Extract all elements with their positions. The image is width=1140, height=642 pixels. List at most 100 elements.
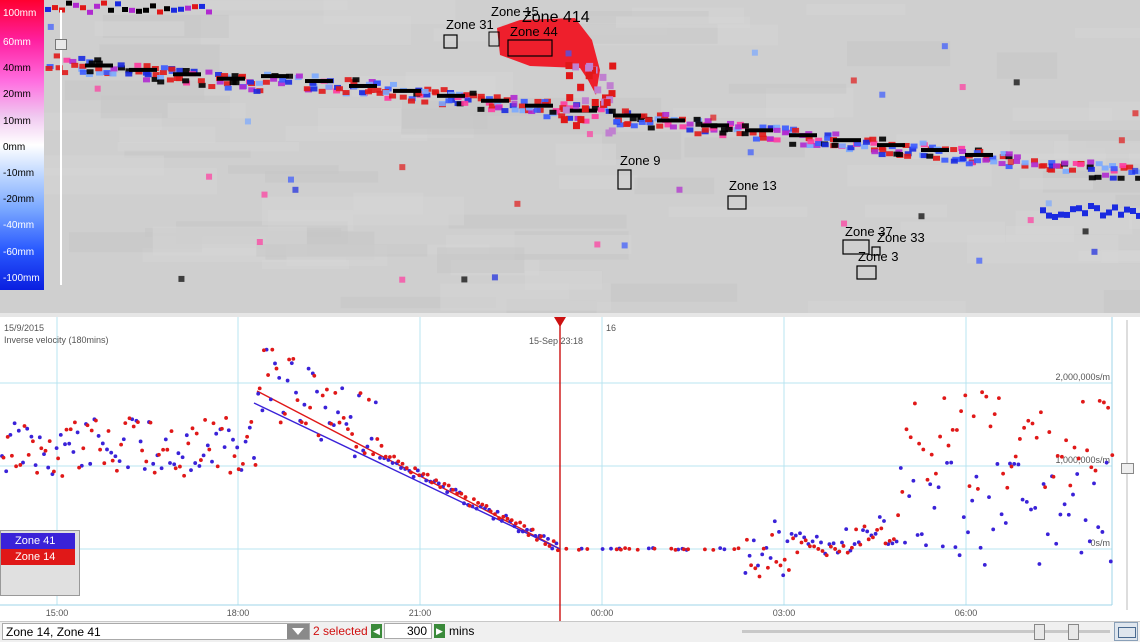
zone-marker[interactable] bbox=[842, 239, 870, 255]
series-legend[interactable]: Zone 41 Zone 14 bbox=[0, 530, 80, 596]
time-series-chart[interactable]: 15:00 18:00 21:00 00:00 03:00 06:00 2,000,000s… bbox=[0, 317, 1140, 621]
data-point bbox=[294, 390, 298, 395]
data-point bbox=[497, 516, 501, 521]
data-point bbox=[4, 469, 9, 474]
data-point bbox=[1009, 464, 1014, 469]
data-point bbox=[1096, 525, 1101, 530]
data-point bbox=[350, 432, 354, 436]
data-point bbox=[778, 563, 783, 568]
zone-marker[interactable] bbox=[443, 34, 458, 49]
data-point bbox=[1022, 425, 1026, 430]
opacity-slider-knob[interactable] bbox=[55, 39, 67, 50]
zone-label[interactable]: Zone 31 bbox=[446, 17, 494, 32]
zone-selector[interactable]: Zone 14, Zone 41 bbox=[2, 623, 310, 640]
panel-divider[interactable] bbox=[0, 313, 1140, 317]
zone-label[interactable]: Zone 37 bbox=[845, 224, 893, 239]
data-point bbox=[415, 468, 420, 473]
zone-label[interactable]: Zone 3 bbox=[858, 249, 898, 264]
data-point bbox=[197, 464, 202, 468]
data-point bbox=[525, 527, 529, 532]
zone-label[interactable]: Zone 33 bbox=[877, 230, 925, 245]
data-point bbox=[148, 420, 153, 425]
legend-item-zone-41[interactable]: Zone 41 bbox=[1, 533, 75, 549]
data-point bbox=[207, 447, 212, 452]
chevron-down-icon[interactable] bbox=[287, 624, 309, 639]
vertical-zoom-slider[interactable] bbox=[1120, 320, 1134, 610]
data-point bbox=[1093, 468, 1098, 473]
scale-gradient bbox=[0, 0, 44, 290]
chart-view-icon[interactable] bbox=[1114, 622, 1138, 641]
data-point bbox=[344, 422, 349, 426]
data-point bbox=[795, 550, 800, 555]
radar-map[interactable]: Zone 15 Zone 414 Zone 31 Zone 44 Zone 9 Zone … bbox=[0, 0, 1140, 313]
data-point bbox=[1110, 453, 1115, 457]
time-cursor-handle[interactable] bbox=[554, 317, 566, 327]
data-point bbox=[459, 491, 464, 496]
data-point bbox=[98, 447, 102, 452]
data-point bbox=[614, 547, 619, 552]
data-point bbox=[814, 534, 819, 539]
data-point bbox=[14, 464, 18, 469]
data-point bbox=[1026, 418, 1031, 423]
data-point bbox=[75, 430, 80, 435]
data-point bbox=[938, 434, 942, 439]
data-point bbox=[106, 429, 111, 433]
data-point bbox=[488, 509, 493, 514]
minutes-input[interactable]: 300 bbox=[384, 623, 432, 639]
data-point bbox=[1024, 499, 1029, 504]
data-point bbox=[136, 420, 140, 425]
data-point bbox=[252, 456, 256, 460]
zone-label[interactable]: Zone 13 bbox=[729, 178, 777, 193]
legend-item-zone-14[interactable]: Zone 14 bbox=[1, 549, 75, 565]
data-point bbox=[205, 443, 210, 448]
data-point bbox=[1013, 454, 1018, 459]
zone-label[interactable]: Zone 44 bbox=[510, 24, 558, 39]
data-point bbox=[126, 465, 130, 470]
data-point bbox=[26, 452, 31, 457]
zone-marker[interactable] bbox=[727, 195, 747, 210]
data-point bbox=[756, 563, 760, 568]
data-point bbox=[194, 431, 199, 436]
data-point bbox=[226, 428, 231, 433]
data-point bbox=[865, 529, 870, 534]
increment-minutes-button[interactable]: ▶ bbox=[434, 624, 445, 638]
data-point bbox=[984, 394, 989, 399]
zone-label[interactable]: Zone 9 bbox=[620, 153, 660, 168]
data-point bbox=[520, 529, 525, 534]
data-point bbox=[1079, 550, 1084, 555]
zone-marker[interactable] bbox=[856, 265, 877, 280]
data-point bbox=[289, 361, 294, 366]
chart-plot[interactable]: 15:00 18:00 21:00 00:00 03:00 06:00 2,000,000s… bbox=[0, 317, 1140, 621]
vertical-slider-knob[interactable] bbox=[1121, 463, 1134, 474]
data-point bbox=[273, 361, 277, 366]
data-point bbox=[346, 427, 350, 431]
zone-label[interactable]: Zone 15 bbox=[491, 4, 539, 19]
zone-marker[interactable] bbox=[871, 246, 881, 256]
data-point bbox=[214, 431, 219, 436]
data-point bbox=[96, 434, 101, 438]
data-point bbox=[802, 535, 807, 540]
decrement-minutes-button[interactable]: ◀ bbox=[371, 624, 382, 638]
range-end-handle[interactable] bbox=[1068, 624, 1079, 640]
data-point bbox=[743, 571, 748, 575]
data-point bbox=[945, 460, 949, 465]
data-point bbox=[703, 547, 707, 552]
data-point bbox=[340, 386, 345, 391]
data-point bbox=[1108, 559, 1113, 564]
zone-label[interactable]: Zone 414 bbox=[522, 9, 590, 26]
data-point bbox=[247, 425, 252, 430]
data-point bbox=[871, 535, 875, 540]
data-point bbox=[791, 536, 795, 541]
data-point bbox=[858, 542, 863, 547]
data-point bbox=[299, 420, 304, 425]
zone-marker[interactable] bbox=[507, 39, 553, 57]
trend-line-zone-41 bbox=[253, 402, 561, 550]
opacity-slider-track[interactable] bbox=[60, 10, 62, 285]
range-start-handle[interactable] bbox=[1034, 624, 1045, 640]
selected-count: 2 selected bbox=[313, 624, 368, 638]
time-range-slider[interactable] bbox=[742, 624, 1110, 640]
data-point bbox=[25, 426, 30, 431]
scale-label: -100mm bbox=[3, 273, 40, 284]
zone-marker[interactable] bbox=[617, 169, 632, 190]
